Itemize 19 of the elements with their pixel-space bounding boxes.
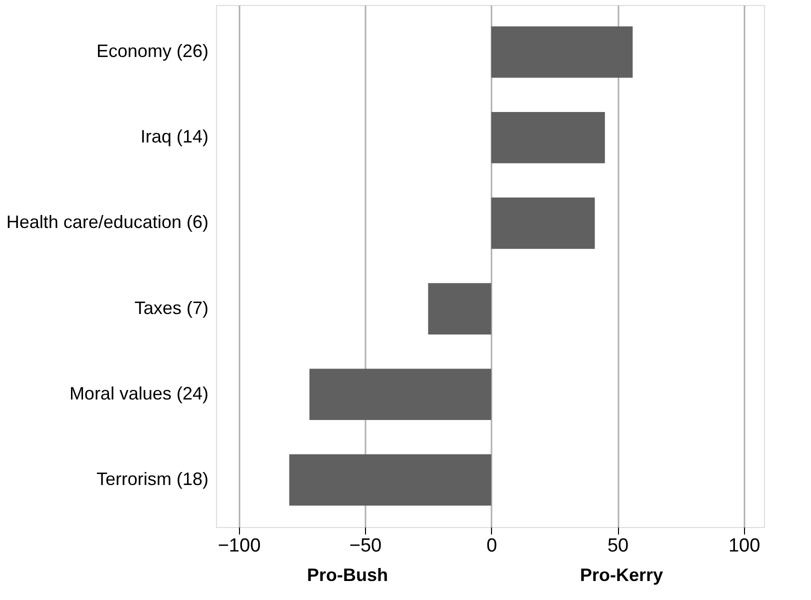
bar <box>491 26 633 78</box>
bar <box>491 112 605 164</box>
y-tick-label: Iraq (14) <box>140 126 208 147</box>
x-tick-label: 50 <box>607 536 629 556</box>
x-tick-label: 100 <box>728 536 760 556</box>
text: Pro-Kerry <box>580 565 664 585</box>
y-tick-label: Health care/education (6) <box>6 212 208 232</box>
bar <box>428 283 492 334</box>
x-tick-label: 0 <box>486 536 498 556</box>
y-tick-label: Taxes (7) <box>134 298 208 318</box>
y-tick-label: Economy (26) <box>96 41 208 62</box>
y-tick-label: Moral values (24) <box>69 383 208 404</box>
bar <box>491 198 595 249</box>
text: Pro-Bush <box>307 565 388 585</box>
x-tick-label: −50 <box>349 536 382 556</box>
bar <box>309 368 492 420</box>
x-tick-label: −100 <box>218 536 261 556</box>
bar <box>289 454 492 506</box>
y-tick-label: Terrorism (18) <box>96 468 208 489</box>
